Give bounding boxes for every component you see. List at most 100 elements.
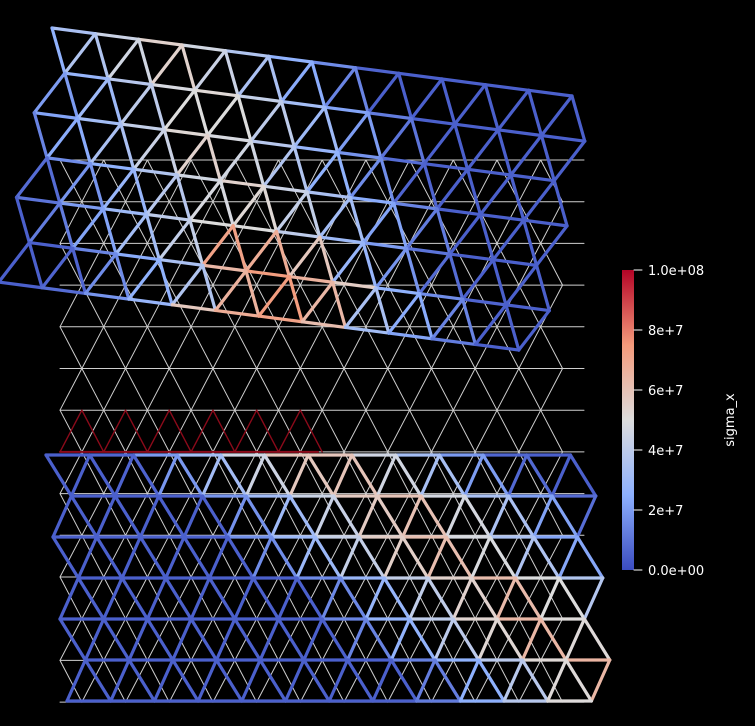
reference-edge [125,284,148,328]
mesh-edge [40,246,75,290]
reference-edge [168,201,192,244]
reference-edge [343,409,367,453]
mesh-edge [157,257,205,267]
mesh-edge [557,576,587,621]
mesh-edge [310,60,357,70]
mesh-edge [478,212,526,222]
mesh-edge [366,111,383,160]
reference-edge [168,451,192,495]
mesh-edge [453,83,487,126]
reference-edge [321,326,345,369]
mesh-edge [394,453,423,498]
reference-edge [474,493,498,536]
reference-edge [387,659,411,703]
mesh-edge [374,246,409,290]
mesh-edge [119,122,136,171]
mesh-edge [504,263,539,307]
mesh-edge [295,576,324,621]
mesh-edge [348,195,396,205]
reference-edge [103,534,127,578]
mesh-edge [50,26,97,36]
mesh-edge [357,535,386,580]
mesh-edge [180,43,197,92]
reference-edge [256,242,279,286]
mesh-edge [119,82,154,126]
mesh-edge [189,617,219,662]
mesh-edge [433,658,462,703]
mesh-edge [509,173,556,183]
mesh-edge [45,116,80,160]
mesh-edge [164,576,193,621]
mesh-edge [236,54,271,98]
reference-edge [168,326,192,369]
mesh-edge [274,229,291,279]
mesh-edge [463,494,492,539]
reference-edge [365,409,389,453]
mesh-edge [382,535,405,580]
mesh-edge [244,229,279,273]
mesh-edge [132,167,179,177]
mesh-edge [95,535,124,580]
reference-edge [168,659,192,703]
mesh-edge [71,207,105,250]
mesh-edge [180,43,227,53]
mesh-edge [451,617,481,662]
mesh-edge [175,133,210,177]
mesh-edge [582,576,605,621]
mesh-edge [262,453,292,498]
mesh-edge [83,617,106,662]
mesh-edge [58,576,80,621]
mesh-edge [157,453,179,498]
mesh-edge [93,32,110,81]
reference-edge [234,326,258,369]
mesh-edge [69,494,99,539]
mesh-edge [201,224,235,267]
mesh-edge [120,576,149,621]
reference-edge [387,451,411,495]
mesh-edge [137,37,184,47]
reference-edge [474,409,498,453]
colorbar-gradient [622,270,634,570]
mesh-edge [470,576,499,621]
mesh-edge [374,286,391,335]
mesh-edge [539,94,574,138]
reference-edge [168,368,192,411]
reference-edge [212,368,236,411]
failed-edge [299,409,323,453]
reference-edge [365,659,389,703]
reference-edge [321,534,345,578]
mesh-edge [409,77,444,121]
reference-edge [387,576,411,620]
mesh-edge [137,37,154,87]
mesh-edge [415,658,437,703]
reference-edge [81,576,105,620]
failed-edge [102,409,127,453]
mesh-edge [422,122,457,166]
mesh-edge [546,658,568,703]
mesh-edge [335,111,370,154]
mesh-edge [440,77,457,126]
mesh-edge [550,494,580,539]
mesh-edge [279,99,327,109]
mesh-edge [435,207,482,217]
reference-edge [430,368,454,411]
reference-edge [365,534,389,578]
mesh-edge [102,576,124,621]
mesh-edge [366,71,401,115]
reference-edge [518,326,542,369]
mesh-edge [267,54,314,64]
reference-edge [190,451,214,495]
mesh-edge [404,207,439,250]
mesh-edge [463,453,485,498]
mesh-edge [149,82,197,92]
reference-edge [430,493,454,536]
mesh-edge [504,303,521,352]
mesh-edge [564,617,587,662]
mesh-edge [144,212,161,262]
mesh-edge [27,201,62,245]
mesh-edge [193,49,227,92]
mesh-edge [213,308,261,318]
reference-edge [146,534,170,578]
reference-edge [343,576,367,620]
